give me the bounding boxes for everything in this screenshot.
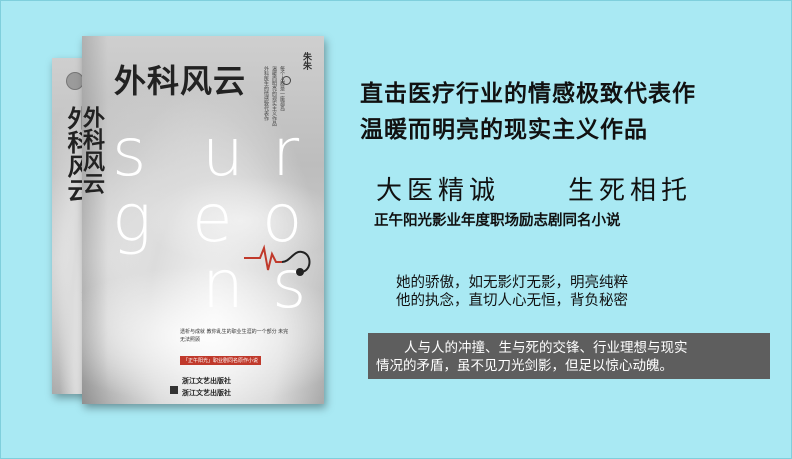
cover-letter: e xyxy=(192,180,233,257)
cover-letter: r xyxy=(272,114,300,191)
headline-line-1: 直击医疗行业的情感极致代表作 xyxy=(360,80,696,107)
subtitle: 正午阳光影业年度职场励志剧同名小说 xyxy=(374,213,621,229)
description-line-2: 他的执念，直切人心无恒，背负秘密 xyxy=(396,293,628,309)
quote-line-1: 人与人的冲撞、生与死的交锋、行业理想与现实 xyxy=(404,340,688,356)
cover-vertical-text: 外科医生的情感致代表作 xyxy=(263,66,269,121)
publisher-name-secondary: 浙江文艺出版社 xyxy=(182,389,231,397)
cover-letter: u xyxy=(202,114,244,191)
cloud-decoration xyxy=(142,176,324,266)
quote-line-2: 情况的矛盾，虽不见刀光剑影，但足以惊心动魄。 xyxy=(376,358,673,374)
description-line-1: 她的骄傲，如无影灯无影，明亮纯粹 xyxy=(396,275,628,291)
quote-box: 人与人的冲撞、生与死的交锋、行业理想与现实 情况的矛盾，虽不见刀光剑影，但足以惊… xyxy=(368,333,770,379)
cover-vertical-text: 每个人都是一座孤岛 xyxy=(279,66,285,111)
cloud-decoration xyxy=(82,266,324,404)
cover-letter: g xyxy=(112,180,152,257)
cover-blurb: 透析与成就 教你乱生的职业生涯的一个部分 未完无法照顾 xyxy=(180,329,289,343)
cover-letter: s xyxy=(112,114,147,191)
headline-line-2: 温暖而明亮的现实主义作品 xyxy=(360,116,648,143)
stethoscope-icon xyxy=(244,244,311,276)
cover-letter: n xyxy=(202,246,244,323)
cover-letter: o xyxy=(262,180,303,257)
volume-mark-icon xyxy=(282,76,291,85)
book-author: 朱朱 xyxy=(301,52,311,70)
motto-right: 生死相托 xyxy=(568,176,693,206)
book-front-cover: 外科风云 外科风云 外科医生的情感致代表作 温暖而明亮的现实主义作品 每个人都是… xyxy=(82,36,324,404)
motto-left: 大医精诚 xyxy=(376,176,501,206)
spine-shade xyxy=(82,36,108,404)
book-title: 外科风云 xyxy=(114,62,247,100)
publisher-logo-icon xyxy=(170,386,178,394)
publisher-name: 浙江文艺出版社 xyxy=(182,377,231,385)
front-spine-title: 外科风云 xyxy=(82,106,105,194)
cover-tag: 「正午阳光」职业剧同名原作小说 xyxy=(180,356,262,365)
cover-vertical-text: 温暖而明亮的现实主义作品 xyxy=(271,66,277,126)
